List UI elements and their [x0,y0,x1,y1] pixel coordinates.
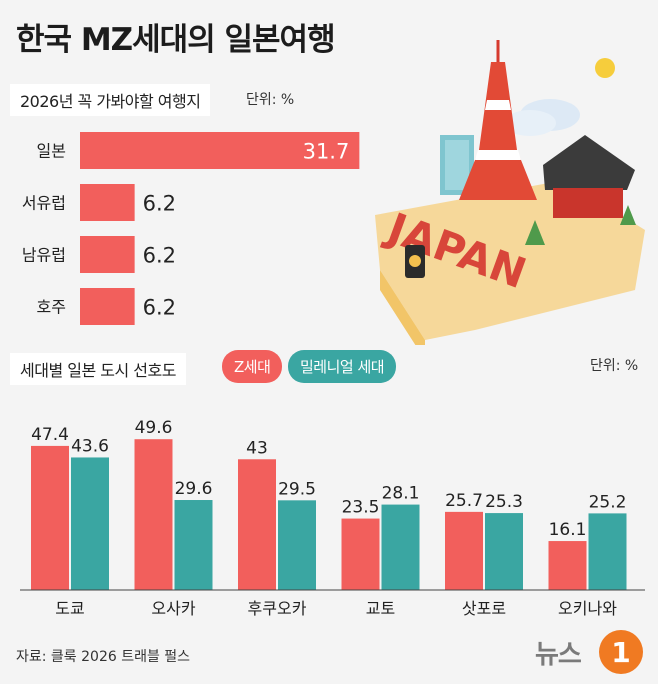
bar [381,504,420,590]
japan-travel-illustration: JAPAN [375,40,645,345]
section1-unit: 단위: % [246,92,295,108]
news1-logo: 뉴스 1 [535,628,645,676]
category-label: 후쿠오카 [248,599,307,618]
value-label: 25.2 [589,492,627,512]
value-label: 6.2 [143,192,176,216]
bar [134,439,173,590]
category-label: 일본 [37,142,66,161]
value-label: 47.4 [31,425,69,445]
bar [278,500,316,590]
value-label: 28.1 [382,484,420,504]
value-label: 6.2 [143,244,176,268]
value-label: 43 [246,438,268,458]
bar [588,513,627,590]
bar [445,511,483,590]
value-label: 25.7 [445,491,483,511]
category-label: 교토 [366,599,395,618]
logo-text: 뉴스 [535,640,582,670]
legend-millennial: 밀레니얼 세대 [288,350,397,383]
category-label: 도쿄 [55,599,84,618]
bar [238,459,276,590]
temple-icon [553,188,623,218]
bar [80,184,135,221]
city-preference-chart: 47.443.6 도쿄 49.6 29.6 오사카 43 29.5 후쿠오카 23.528.1 교… [20,418,645,618]
category-label: 호주 [37,298,66,317]
category-label: 서유럽 [22,194,66,213]
value-label: 16.1 [549,520,587,540]
temple-roof-icon [543,135,635,190]
bar [31,445,69,590]
section2-unit: 단위: % [590,358,639,374]
legend-z: Z세대 [222,350,283,383]
section1-label: 2026년 꼭 가봐야할 여행지 [10,84,211,116]
value-label: 49.6 [135,418,173,438]
page-title: 한국 MZ세대의 일본여행 [16,22,336,58]
logo-mark: 1 [611,636,630,669]
bar [174,500,213,590]
section2-label: 세대별 일본 도시 선호도 [10,353,186,385]
bar [71,457,109,590]
category-label: 삿포로 [462,599,506,618]
value-label: 31.7 [303,140,350,164]
bar [80,288,135,325]
destination-bar-chart: 일본 31.7 서유럽 6.2 남유럽 6.2 호주 6.2 [22,132,360,325]
logo-mark-icon: 1 [599,630,643,674]
tokyo-tower-icon [459,62,537,200]
bar [341,518,380,590]
bar [548,541,587,590]
island-base [375,180,645,340]
tree-icon [525,220,545,245]
value-label: 6.2 [143,296,176,320]
value-label: 43.6 [71,436,109,456]
category-label: 오키나와 [558,599,617,618]
bar [485,513,523,590]
category-label: 남유럽 [22,246,66,265]
value-label: 29.5 [278,479,316,499]
category-label: 오사카 [151,599,195,618]
sun-icon [595,58,615,78]
value-label: 25.3 [485,492,523,512]
source-note: 자료: 클룩 2026 트래블 펄스 [16,649,191,665]
value-label: 29.6 [175,479,213,499]
bar [80,132,360,169]
value-label: 23.5 [342,498,380,518]
bar [80,236,135,273]
